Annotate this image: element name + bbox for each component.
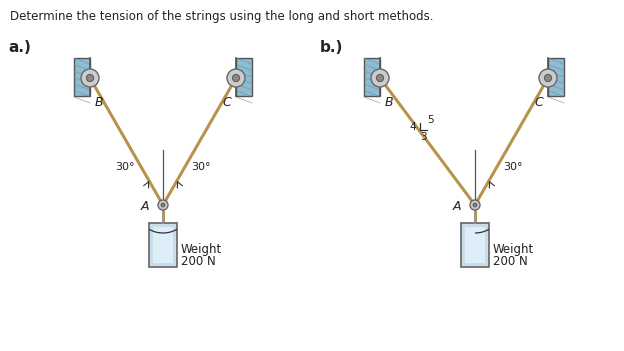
Circle shape bbox=[473, 203, 477, 207]
Text: Weight: Weight bbox=[493, 243, 534, 256]
Text: B: B bbox=[385, 96, 394, 109]
Text: 200 N: 200 N bbox=[181, 255, 216, 268]
Text: B: B bbox=[95, 96, 104, 109]
Bar bbox=[149, 223, 177, 267]
Text: 3: 3 bbox=[420, 132, 426, 142]
Text: C: C bbox=[222, 96, 231, 109]
Circle shape bbox=[544, 74, 552, 81]
Bar bbox=[236, 58, 252, 96]
Bar bbox=[364, 58, 380, 96]
Bar bbox=[74, 58, 90, 96]
Text: b.): b.) bbox=[320, 40, 343, 55]
Text: 4: 4 bbox=[410, 122, 416, 132]
Text: A: A bbox=[452, 199, 461, 212]
Bar bbox=[461, 223, 489, 267]
Text: 200 N: 200 N bbox=[493, 255, 528, 268]
Circle shape bbox=[158, 200, 168, 210]
Text: 30°: 30° bbox=[191, 162, 211, 172]
Text: Determine the tension of the strings using the long and short methods.: Determine the tension of the strings usi… bbox=[10, 10, 434, 23]
Text: Weight: Weight bbox=[181, 243, 222, 256]
Text: a.): a.) bbox=[8, 40, 31, 55]
Bar bbox=[548, 58, 564, 96]
Circle shape bbox=[81, 69, 99, 87]
Circle shape bbox=[371, 69, 389, 87]
Circle shape bbox=[161, 203, 165, 207]
Circle shape bbox=[470, 200, 480, 210]
Circle shape bbox=[227, 69, 245, 87]
Bar bbox=[465, 227, 485, 263]
Text: C: C bbox=[534, 96, 543, 109]
Circle shape bbox=[376, 74, 384, 81]
Text: 30°: 30° bbox=[115, 162, 135, 172]
Bar bbox=[153, 227, 173, 263]
Circle shape bbox=[86, 74, 94, 81]
Text: 5: 5 bbox=[427, 115, 433, 125]
Circle shape bbox=[539, 69, 557, 87]
Text: A: A bbox=[140, 199, 149, 212]
Text: 30°: 30° bbox=[503, 162, 523, 172]
Circle shape bbox=[232, 74, 240, 81]
